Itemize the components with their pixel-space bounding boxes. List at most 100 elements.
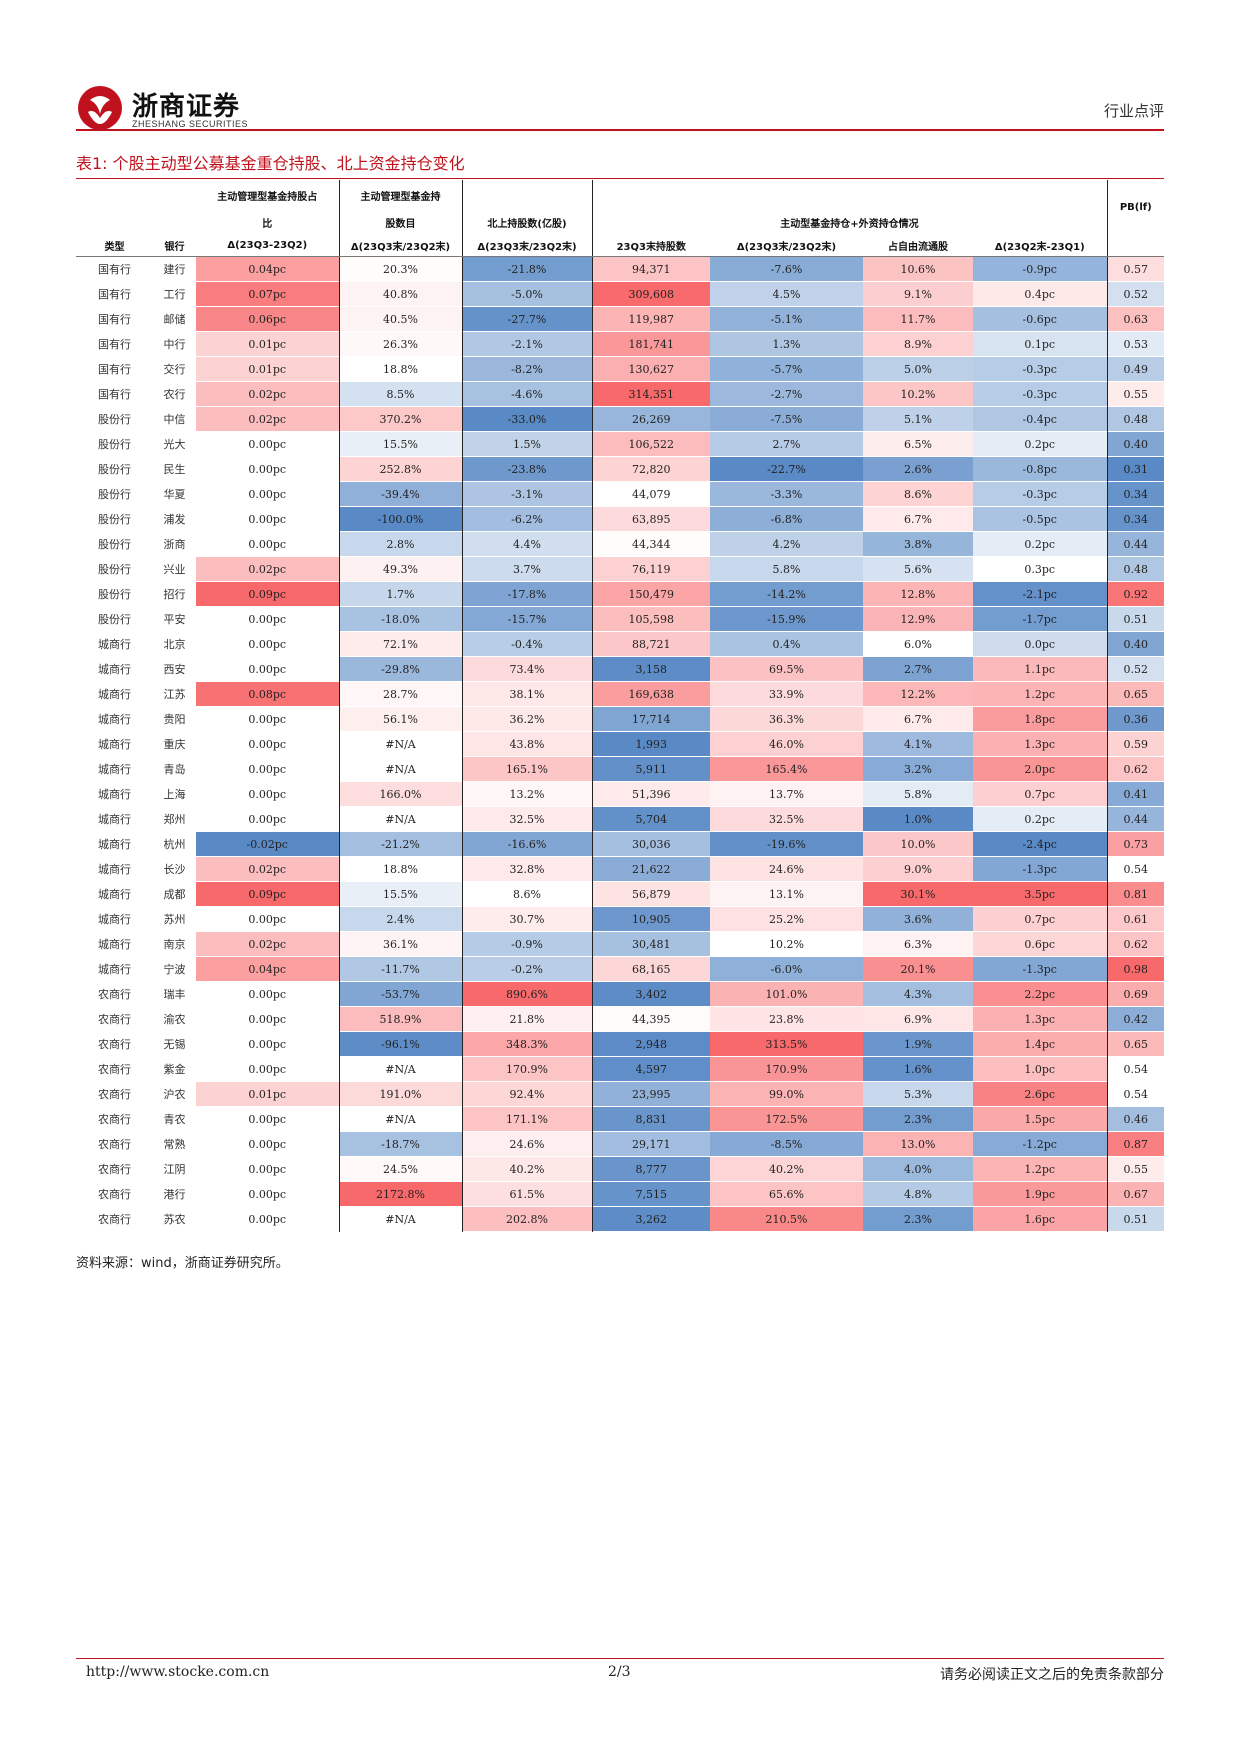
footer-disclaimer: 请务必阅读正文之后的免责条款部分 <box>940 1667 1164 1683</box>
cell-fund-ratio: 0.09pc <box>196 881 339 907</box>
cell-shares: 7,515 <box>591 1181 710 1207</box>
zheshang-logo-icon <box>78 86 122 130</box>
cell-north: 32.5% <box>461 806 592 832</box>
cell-free-float: 8.6% <box>863 481 973 507</box>
cell-free-float: 12.9% <box>863 606 973 632</box>
table-row: 股份行 中信 0.02pc 370.2% -33.0% 26,269 -7.5% 5.1% -0… <box>76 406 1164 432</box>
cell-fund-ratio: 0.00pc <box>196 656 339 682</box>
cell-shares: 3,158 <box>591 656 710 682</box>
cell-chg: -6.0% <box>710 956 863 982</box>
cell-north: 92.4% <box>461 1081 592 1107</box>
cell-fund-count: 252.8% <box>338 456 462 482</box>
cell-fund-count: #N/A <box>338 806 462 832</box>
cell-fund-count: -11.7% <box>338 956 462 982</box>
cell-fund-count: -100.0% <box>338 506 462 532</box>
cell-chg: -5.1% <box>710 306 863 332</box>
cell-north: 13.2% <box>461 781 592 807</box>
cell-q-chg: 1.3pc <box>973 731 1107 757</box>
cell-pb: 0.67 <box>1106 1181 1164 1207</box>
cell-fund-count: -53.7% <box>338 981 462 1007</box>
table-row: 农商行 紫金 0.00pc #N/A 170.9% 4,597 170.9% 1.6% 1.0p… <box>76 1056 1164 1082</box>
cell-q-chg: -0.3pc <box>973 481 1107 507</box>
cell-north: -33.0% <box>461 406 592 432</box>
cell-pb: 0.59 <box>1106 731 1164 757</box>
cell-fund-ratio: 0.04pc <box>196 256 339 282</box>
cell-q-chg: 1.9pc <box>973 1181 1107 1207</box>
cell-type: 城商行 <box>98 738 131 751</box>
cell-fund-ratio: 0.00pc <box>196 981 339 1007</box>
cell-type: 城商行 <box>98 638 131 651</box>
cell-free-float: 10.0% <box>863 831 973 857</box>
cell-shares: 4,597 <box>591 1056 710 1082</box>
cell-fund-ratio: 0.00pc <box>196 1031 339 1057</box>
cell-pb: 0.48 <box>1106 556 1164 582</box>
cell-fund-ratio: 0.00pc <box>196 1156 339 1182</box>
company-logo: 浙商证券 ZHESHANG SECURITIES <box>76 82 256 136</box>
cell-fund-ratio: 0.00pc <box>196 731 339 757</box>
cell-type: 国有行 <box>98 388 131 401</box>
cell-pb: 0.55 <box>1106 381 1164 407</box>
cell-type: 股份行 <box>98 488 131 501</box>
cell-north: -2.1% <box>461 331 592 357</box>
cell-type: 股份行 <box>98 438 131 451</box>
cell-free-float: 1.0% <box>863 806 973 832</box>
cell-bank: 交行 <box>163 363 186 376</box>
header-shares: 23Q3末持股数 <box>591 234 710 257</box>
cell-free-float: 9.0% <box>863 856 973 882</box>
cell-north: -5.0% <box>461 281 592 307</box>
cell-shares: 44,079 <box>591 481 710 507</box>
cell-chg: 172.5% <box>710 1106 863 1132</box>
cell-free-float: 5.8% <box>863 781 973 807</box>
cell-free-float: 10.6% <box>863 256 973 282</box>
cell-shares: 169,638 <box>591 681 710 707</box>
cell-free-float: 3.8% <box>863 531 973 557</box>
cell-fund-ratio: 0.02pc <box>196 406 339 432</box>
cell-chg: 36.3% <box>710 706 863 732</box>
cell-fund-count: 40.5% <box>338 306 462 332</box>
cell-bank: 紫金 <box>163 1063 186 1076</box>
cell-fund-count: 15.5% <box>338 881 462 907</box>
cell-shares: 8,831 <box>591 1106 710 1132</box>
cell-pb: 0.81 <box>1106 881 1164 907</box>
cell-pb: 0.49 <box>1106 356 1164 382</box>
cell-q-chg: 1.5pc <box>973 1106 1107 1132</box>
cell-chg: -2.7% <box>710 381 863 407</box>
cell-free-float: 8.9% <box>863 331 973 357</box>
cell-pb: 0.44 <box>1106 806 1164 832</box>
cell-q-chg: -0.4pc <box>973 406 1107 432</box>
cell-bank: 常熟 <box>163 1138 186 1151</box>
cell-free-float: 9.1% <box>863 281 973 307</box>
cell-fund-count: #N/A <box>338 756 462 782</box>
cell-shares: 10,905 <box>591 906 710 932</box>
header-fund-ratio-l2: 比 <box>262 218 273 230</box>
cell-fund-count: #N/A <box>338 731 462 757</box>
cell-north: -17.8% <box>461 581 592 607</box>
cell-north: -21.8% <box>461 256 592 282</box>
cell-chg: 65.6% <box>710 1181 863 1207</box>
cell-pb: 0.54 <box>1106 856 1164 882</box>
cell-pb: 0.46 <box>1106 1106 1164 1132</box>
cell-type: 股份行 <box>98 613 131 626</box>
logo-chinese-name: 浙商证券 <box>132 92 241 122</box>
cell-shares: 3,262 <box>591 1206 710 1232</box>
cell-chg: 4.5% <box>710 281 863 307</box>
header-bank: 银行 <box>153 234 196 257</box>
cell-shares: 3,402 <box>591 981 710 1007</box>
cell-chg: -19.6% <box>710 831 863 857</box>
cell-fund-count: #N/A <box>338 1106 462 1132</box>
cell-fund-count: 40.8% <box>338 281 462 307</box>
cell-shares: 94,371 <box>591 256 710 282</box>
cell-fund-ratio: 0.00pc <box>196 906 339 932</box>
cell-bank: 邮储 <box>163 313 186 326</box>
cell-chg: -15.9% <box>710 606 863 632</box>
cell-free-float: 11.7% <box>863 306 973 332</box>
cell-chg: 33.9% <box>710 681 863 707</box>
table-row: 城商行 江苏 0.08pc 28.7% 38.1% 169,638 33.9% 12.2% 1.… <box>76 681 1164 707</box>
cell-north: 36.2% <box>461 706 592 732</box>
cell-shares: 17,714 <box>591 706 710 732</box>
cell-north: 1.5% <box>461 431 592 457</box>
table-row: 城商行 郑州 0.00pc #N/A 32.5% 5,704 32.5% 1.0% 0.2pc 0… <box>76 806 1164 832</box>
footer-url[interactable]: http://www.stocke.com.cn <box>86 1664 270 1680</box>
cell-chg: 32.5% <box>710 806 863 832</box>
table-title: 表1: 个股主动型公募基金重仓持股、北上资金持仓变化 <box>76 154 465 173</box>
